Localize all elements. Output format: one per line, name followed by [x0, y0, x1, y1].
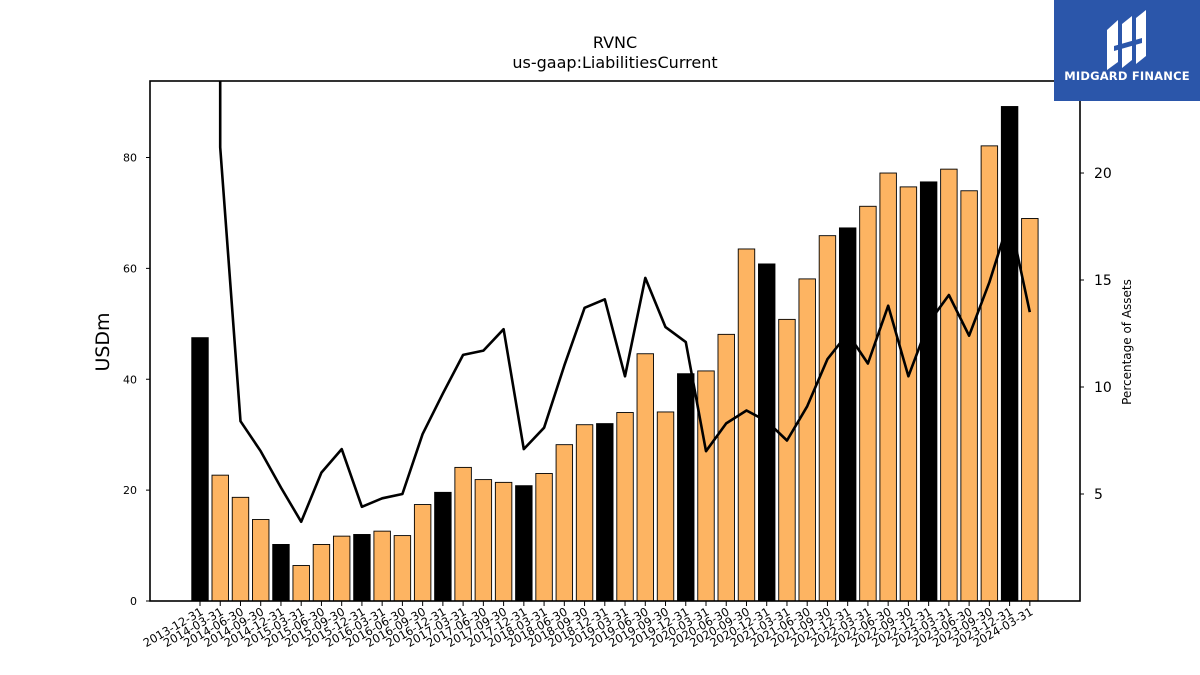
bar [211, 474, 229, 602]
bar [818, 235, 837, 602]
bar [555, 444, 574, 602]
bar [960, 190, 978, 602]
bar [940, 168, 958, 602]
logo-text: MIDGARD FINANCE [1064, 69, 1190, 83]
y-tick-label: 40 [123, 373, 137, 386]
bar [191, 337, 209, 602]
chart-title: RVNC [593, 33, 637, 52]
bar [454, 466, 472, 602]
bar [292, 565, 310, 602]
bar [332, 535, 351, 602]
bar [980, 145, 999, 602]
bar-series [191, 106, 1039, 602]
y2-tick-label: 15 [1094, 273, 1112, 289]
plot-frame [149, 80, 1081, 602]
tick-labels: 02040608051015202013-12-312014-03-312014… [123, 152, 1112, 651]
bar [616, 412, 634, 602]
y2-tick-label: 5 [1094, 487, 1103, 503]
bar [656, 411, 675, 602]
bar [393, 535, 412, 602]
bar [919, 181, 938, 602]
bar [737, 248, 756, 602]
bar [677, 373, 695, 602]
bar [899, 186, 918, 602]
bar [272, 544, 290, 602]
bar [596, 423, 614, 602]
bar [474, 479, 493, 602]
bar [312, 544, 331, 602]
bar [778, 318, 796, 602]
bar [231, 496, 250, 602]
bar [838, 227, 857, 602]
axes [146, 80, 1084, 606]
y-tick-label: 80 [123, 152, 137, 165]
bar [717, 333, 735, 602]
bar [535, 473, 553, 602]
bar [636, 353, 654, 602]
bar [515, 485, 533, 602]
bar [494, 481, 513, 602]
bar [798, 278, 816, 602]
y-tick-label: 20 [123, 484, 137, 497]
y-tick-label: 60 [123, 262, 137, 275]
line-path [218, 81, 1032, 524]
y2-tick-label: 10 [1094, 380, 1112, 396]
midgard-logo: MIDGARD FINANCE [1054, 0, 1200, 101]
y-axis-label: USDm [92, 312, 114, 371]
bar [252, 519, 270, 602]
bar [697, 370, 715, 602]
bar [373, 530, 391, 602]
bar [434, 491, 452, 602]
bar [413, 504, 432, 602]
bar [859, 205, 877, 602]
y2-tick-label: 20 [1094, 166, 1112, 182]
bar [575, 424, 594, 602]
bar [353, 534, 371, 602]
bar [1021, 218, 1039, 602]
bar [879, 172, 897, 602]
y-tick-label: 0 [130, 595, 137, 608]
chart-subtitle: us-gaap:LiabilitiesCurrent [512, 53, 717, 72]
y2-axis-label: Percentage of Assets [1120, 279, 1134, 405]
midgard-logo-icon [1107, 10, 1146, 70]
bar [1000, 106, 1019, 602]
line-series [218, 81, 1032, 524]
bar [758, 263, 776, 602]
